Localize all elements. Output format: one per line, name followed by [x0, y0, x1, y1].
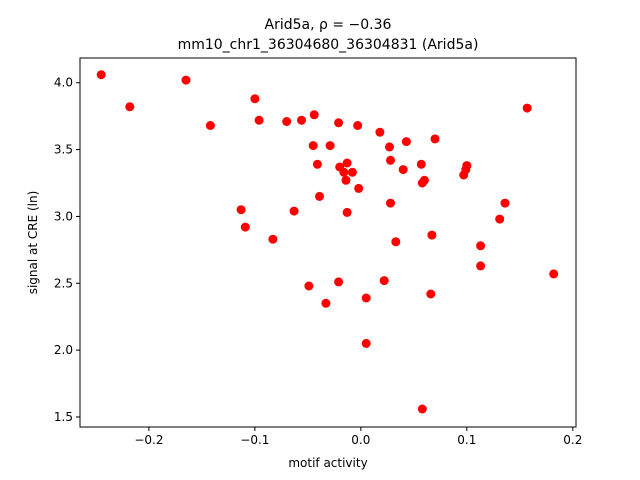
- data-point: [312, 159, 322, 169]
- data-point: [476, 261, 486, 271]
- y-tick-label: 2.0: [54, 343, 73, 357]
- data-point: [309, 110, 319, 120]
- data-point: [417, 404, 427, 414]
- data-point: [427, 230, 437, 240]
- data-point: [325, 141, 335, 151]
- y-tick-label: 3.0: [54, 209, 73, 223]
- data-point: [430, 134, 440, 144]
- data-point: [354, 183, 364, 193]
- y-tick-label: 2.5: [54, 276, 73, 290]
- data-point: [353, 121, 363, 130]
- data-point: [375, 127, 385, 137]
- data-point: [462, 161, 472, 171]
- y-tick-label: 3.5: [54, 143, 73, 157]
- x-tick-label: 0.1: [457, 433, 476, 447]
- data-point: [342, 207, 352, 217]
- data-point: [289, 206, 299, 216]
- data-point: [386, 155, 395, 165]
- y-axis-label: signal at CRE (ln): [26, 191, 40, 295]
- y-tick-label: 4.0: [54, 76, 73, 90]
- data-point: [315, 191, 324, 201]
- data-point: [342, 158, 352, 168]
- plot-area: [80, 58, 576, 427]
- x-tick-label: −0.2: [134, 433, 163, 447]
- data-point: [254, 115, 264, 125]
- data-point: [341, 175, 351, 185]
- data-points: [96, 70, 559, 414]
- x-tick-label: 0.0: [351, 433, 370, 447]
- chart-title: Arid5a, ρ = −0.36: [265, 17, 392, 33]
- x-axis-ticks: −0.2 −0.1 0.0 0.1 0.2: [134, 427, 582, 447]
- data-point: [304, 281, 314, 291]
- data-point: [308, 141, 318, 151]
- data-point: [334, 277, 344, 287]
- x-tick-label: −0.1: [240, 433, 269, 447]
- data-point: [522, 103, 532, 113]
- data-point: [297, 115, 306, 125]
- data-point: [321, 298, 331, 308]
- data-point: [181, 75, 191, 85]
- data-point: [361, 338, 371, 348]
- plot-frame: [79, 57, 577, 428]
- data-point: [361, 293, 371, 303]
- data-point: [391, 237, 401, 247]
- y-tick-label: 1.5: [54, 410, 73, 424]
- data-point: [495, 214, 505, 224]
- data-point: [250, 94, 260, 104]
- data-point: [500, 198, 510, 208]
- data-point: [549, 269, 559, 279]
- chart-subtitle: mm10_chr1_36304680_36304831 (Arid5a): [178, 37, 479, 53]
- data-point: [347, 167, 357, 177]
- data-point: [339, 167, 349, 177]
- data-point: [416, 159, 426, 169]
- data-point: [240, 222, 250, 232]
- data-point: [96, 70, 106, 80]
- data-point: [426, 289, 436, 299]
- data-point: [401, 137, 411, 147]
- data-point: [476, 241, 486, 251]
- data-point: [268, 234, 278, 244]
- data-point: [236, 205, 246, 215]
- y-axis-ticks: 1.5 2.0 2.5 3.0 3.5 4.0: [54, 76, 80, 424]
- x-axis-label: motif activity: [288, 456, 367, 470]
- x-tick-label: 0.2: [563, 433, 582, 447]
- data-point: [282, 117, 292, 126]
- data-point: [419, 175, 429, 185]
- data-point: [125, 102, 135, 112]
- data-point: [379, 276, 389, 286]
- data-point: [334, 118, 344, 128]
- data-point: [386, 198, 395, 208]
- data-point: [205, 121, 215, 130]
- data-point: [398, 165, 408, 175]
- data-point: [385, 142, 394, 152]
